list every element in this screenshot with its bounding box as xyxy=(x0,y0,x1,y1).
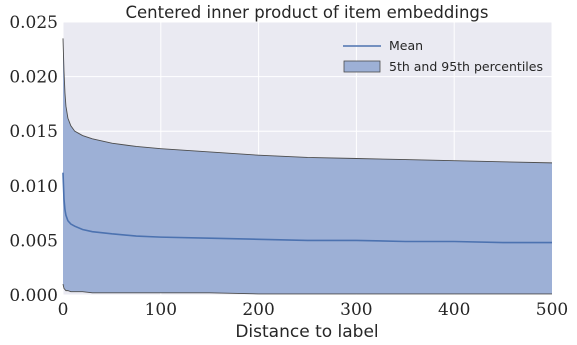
y-tick-label: 0.000 xyxy=(9,286,58,306)
legend: Mean 5th and 95th percentiles xyxy=(343,38,543,74)
y-tick-label: 0.010 xyxy=(9,177,58,197)
y-tick-label: 0.020 xyxy=(9,68,58,88)
legend-mean-label: Mean xyxy=(389,38,423,53)
chart-title: Centered inner product of item embedding… xyxy=(125,3,488,22)
y-tick-label: 0.005 xyxy=(9,231,58,251)
legend-band-swatch xyxy=(343,60,381,73)
mean-line xyxy=(62,172,552,244)
percentile-lower-edge xyxy=(62,283,552,295)
legend-band-label: 5th and 95th percentiles xyxy=(389,59,543,74)
x-axis-label: Distance to label xyxy=(235,322,378,342)
y-tick-label: 0.015 xyxy=(9,122,58,142)
x-tick-label: 200 xyxy=(242,300,274,320)
percentile-band xyxy=(63,38,552,294)
percentile-upper-edge xyxy=(62,38,553,164)
x-tick-label: 300 xyxy=(340,300,372,320)
y-tick-label: 0.025 xyxy=(9,13,58,33)
tick-labels: 0 100 200 300 400 500 0.000 0.005 0.010 0.015 0.02… xyxy=(9,13,568,320)
x-tick-label: 0 xyxy=(58,300,69,320)
x-tick-label: 100 xyxy=(145,300,177,320)
x-tick-label: 500 xyxy=(536,300,568,320)
x-tick-label: 400 xyxy=(438,300,470,320)
